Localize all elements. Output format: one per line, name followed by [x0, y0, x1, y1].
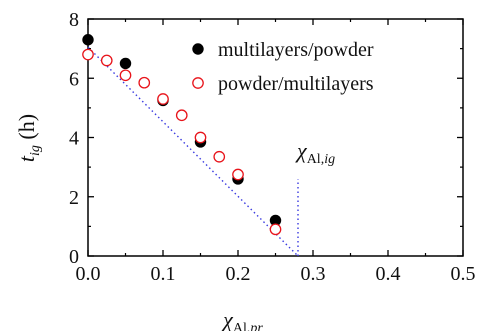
x-axis-title: χAl,pr — [221, 307, 263, 331]
point-powder-multilayers — [232, 168, 244, 181]
point-powder-multilayers — [119, 69, 132, 82]
point-powder-multilayers — [194, 131, 207, 144]
x-tick-label: 0.5 — [451, 263, 476, 285]
y-tick-label: 0 — [69, 246, 79, 268]
axis-ticks — [87, 18, 464, 257]
x-tick-label: 0.1 — [151, 263, 176, 285]
legend-marker-1 — [192, 77, 204, 89]
point-powder-multilayers — [213, 150, 226, 163]
x-tick-label: 0.2 — [226, 263, 251, 285]
legend-label-1: powder/multilayers — [218, 73, 374, 95]
legend: multilayers/powder powder/multilayers — [192, 39, 374, 95]
legend-label-0: multilayers/powder — [218, 39, 374, 61]
annotation-chi-al-ig: χAl,ig — [295, 138, 335, 167]
point-powder-multilayers — [82, 48, 94, 61]
data-markers — [82, 34, 282, 236]
y-tick-label: 2 — [69, 187, 79, 209]
y-axis-title: tig (h) — [14, 114, 43, 162]
point-powder-multilayers — [269, 223, 282, 236]
point-powder-multilayers — [157, 93, 169, 105]
legend-marker-0 — [192, 43, 204, 55]
point-powder-multilayers — [175, 109, 188, 122]
x-tick-label: 0.4 — [376, 263, 401, 285]
point-powder-multilayers — [100, 54, 113, 67]
point-powder-multilayers — [138, 76, 151, 89]
fit-line-group — [87, 46, 299, 257]
point-multilayers-powder — [82, 34, 94, 46]
tick-labels: 0.0 0.1 0.2 0.3 0.4 0.5 0 2 4 6 8 — [69, 9, 476, 285]
y-tick-label: 6 — [69, 68, 79, 90]
y-tick-label: 8 — [69, 9, 79, 31]
x-tick-label: 0.3 — [301, 263, 326, 285]
x-tick-label: 0.0 — [76, 263, 101, 285]
point-multilayers-powder — [119, 57, 132, 70]
y-tick-label: 4 — [69, 128, 79, 150]
